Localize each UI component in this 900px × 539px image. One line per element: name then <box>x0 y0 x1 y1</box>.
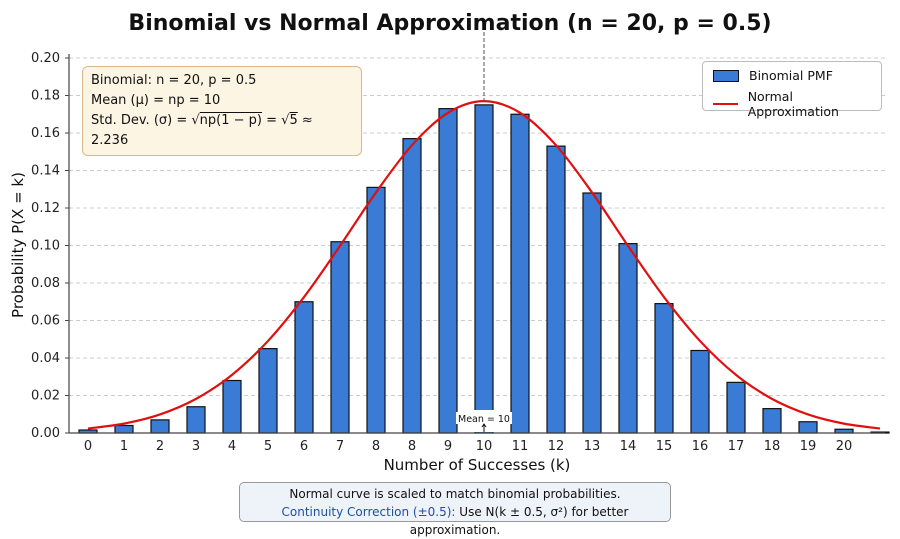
chart-title: Binomial vs Normal Approximation (n = 20… <box>128 11 771 36</box>
y-tick-label: 0.02 <box>31 389 60 404</box>
x-tick-label: 5 <box>264 439 272 454</box>
std-formula: np(1 − p) <box>199 113 262 128</box>
x-tick-label: 8 <box>408 439 416 454</box>
x-tick-label: 10 <box>476 439 493 454</box>
annotation-line-3: Std. Dev. (σ) = √np(1 − p) = √5 ≈ 2.236 <box>91 113 313 148</box>
bar <box>438 108 458 434</box>
bar <box>798 421 818 434</box>
bar <box>222 379 242 434</box>
footer-line-2: Continuity Correction (±0.5): Use N(k ± … <box>240 503 670 539</box>
x-tick-label: 17 <box>728 439 745 454</box>
footer-highlight: Continuity Correction (±0.5): <box>281 505 456 519</box>
y-tick-label: 0.18 <box>31 89 60 104</box>
annotation-line-2: Mean (μ) = np = 10 <box>91 93 221 108</box>
bar <box>546 145 566 434</box>
mean-label: Mean = 10 <box>458 414 510 425</box>
std-value: ≈ 2.236 <box>91 113 313 148</box>
x-tick-label: 13 <box>584 439 601 454</box>
y-tick-label: 0.16 <box>31 126 60 141</box>
footer-note: Normal curve is scaled to match binomial… <box>239 482 671 537</box>
x-tick-label: 4 <box>228 439 236 454</box>
bar <box>114 424 134 434</box>
y-tick-label: 0.14 <box>31 164 60 179</box>
x-tick-label: 7 <box>336 439 344 454</box>
x-tick-label: 2 <box>156 439 164 454</box>
legend-item-normal: Normal Approximation <box>713 89 881 119</box>
bar <box>654 303 674 434</box>
bar <box>402 138 422 434</box>
y-tick-label: 0.00 <box>31 426 60 441</box>
footer-line-1: Normal curve is scaled to match binomial… <box>289 487 621 501</box>
legend-bar-swatch <box>713 69 739 82</box>
legend-label: Binomial PMF <box>749 68 833 83</box>
y-tick-label: 0.20 <box>31 51 60 66</box>
bar <box>258 348 278 434</box>
x-tick-label: 20 <box>836 439 853 454</box>
bar <box>186 406 206 434</box>
bar <box>726 381 746 434</box>
bar <box>582 192 602 434</box>
bar <box>510 113 530 434</box>
legend-line-swatch <box>713 103 738 105</box>
x-tick-label: 12 <box>548 439 565 454</box>
legend-item-binomial: Binomial PMF <box>713 68 833 83</box>
bar <box>474 104 494 434</box>
y-tick-label: 0.10 <box>31 239 60 254</box>
x-tick-label: 1 <box>120 439 128 454</box>
parameters-annotation: Binomial: n = 20, p = 0.5 Mean (μ) = np … <box>82 66 362 156</box>
axes: 0.00 0.02 0.04 0.06 0.08 0.10 0.12 0.14 0.16 0.18… <box>31 51 885 454</box>
y-tick-label: 0.12 <box>31 201 60 216</box>
bar <box>330 241 350 434</box>
x-tick-label: 16 <box>692 439 709 454</box>
x-axis-label: Number of Successes (k) <box>384 456 571 474</box>
x-tick-label: 6 <box>300 439 308 454</box>
legend-label: Normal Approximation <box>747 89 839 119</box>
x-tick-label: 9 <box>444 439 452 454</box>
mean-arrow-icon <box>481 423 487 432</box>
x-tick-label: 3 <box>192 439 200 454</box>
bar <box>294 301 314 434</box>
mean-label-box <box>456 412 512 424</box>
x-tick-label: 14 <box>620 439 637 454</box>
x-tick-label: 0 <box>84 439 92 454</box>
y-tick-label: 0.06 <box>31 314 60 329</box>
bar <box>366 186 386 434</box>
y-axis-label: Probability P(X = k) <box>9 172 27 318</box>
bars <box>78 104 890 434</box>
bar <box>690 349 710 434</box>
std-label: Std. Dev. (σ) = <box>91 113 192 128</box>
std-eq: = <box>262 113 282 128</box>
bar <box>618 243 638 434</box>
bar <box>762 408 782 434</box>
y-tick-label: 0.08 <box>31 276 60 291</box>
std-sqrt5: 5 <box>289 113 298 128</box>
mean-marker: Mean = 10 <box>456 32 512 432</box>
x-tick-label: 15 <box>656 439 673 454</box>
bar <box>150 419 170 434</box>
legend: Binomial PMF Normal Approximation <box>702 61 882 119</box>
y-tick-label: 0.04 <box>31 351 60 366</box>
x-tick-label: 8 <box>372 439 380 454</box>
x-tick-label: 18 <box>764 439 781 454</box>
x-tick-label: 19 <box>800 439 817 454</box>
x-tick-label: 11 <box>512 439 529 454</box>
annotation-line-1: Binomial: n = 20, p = 0.5 <box>91 73 257 88</box>
